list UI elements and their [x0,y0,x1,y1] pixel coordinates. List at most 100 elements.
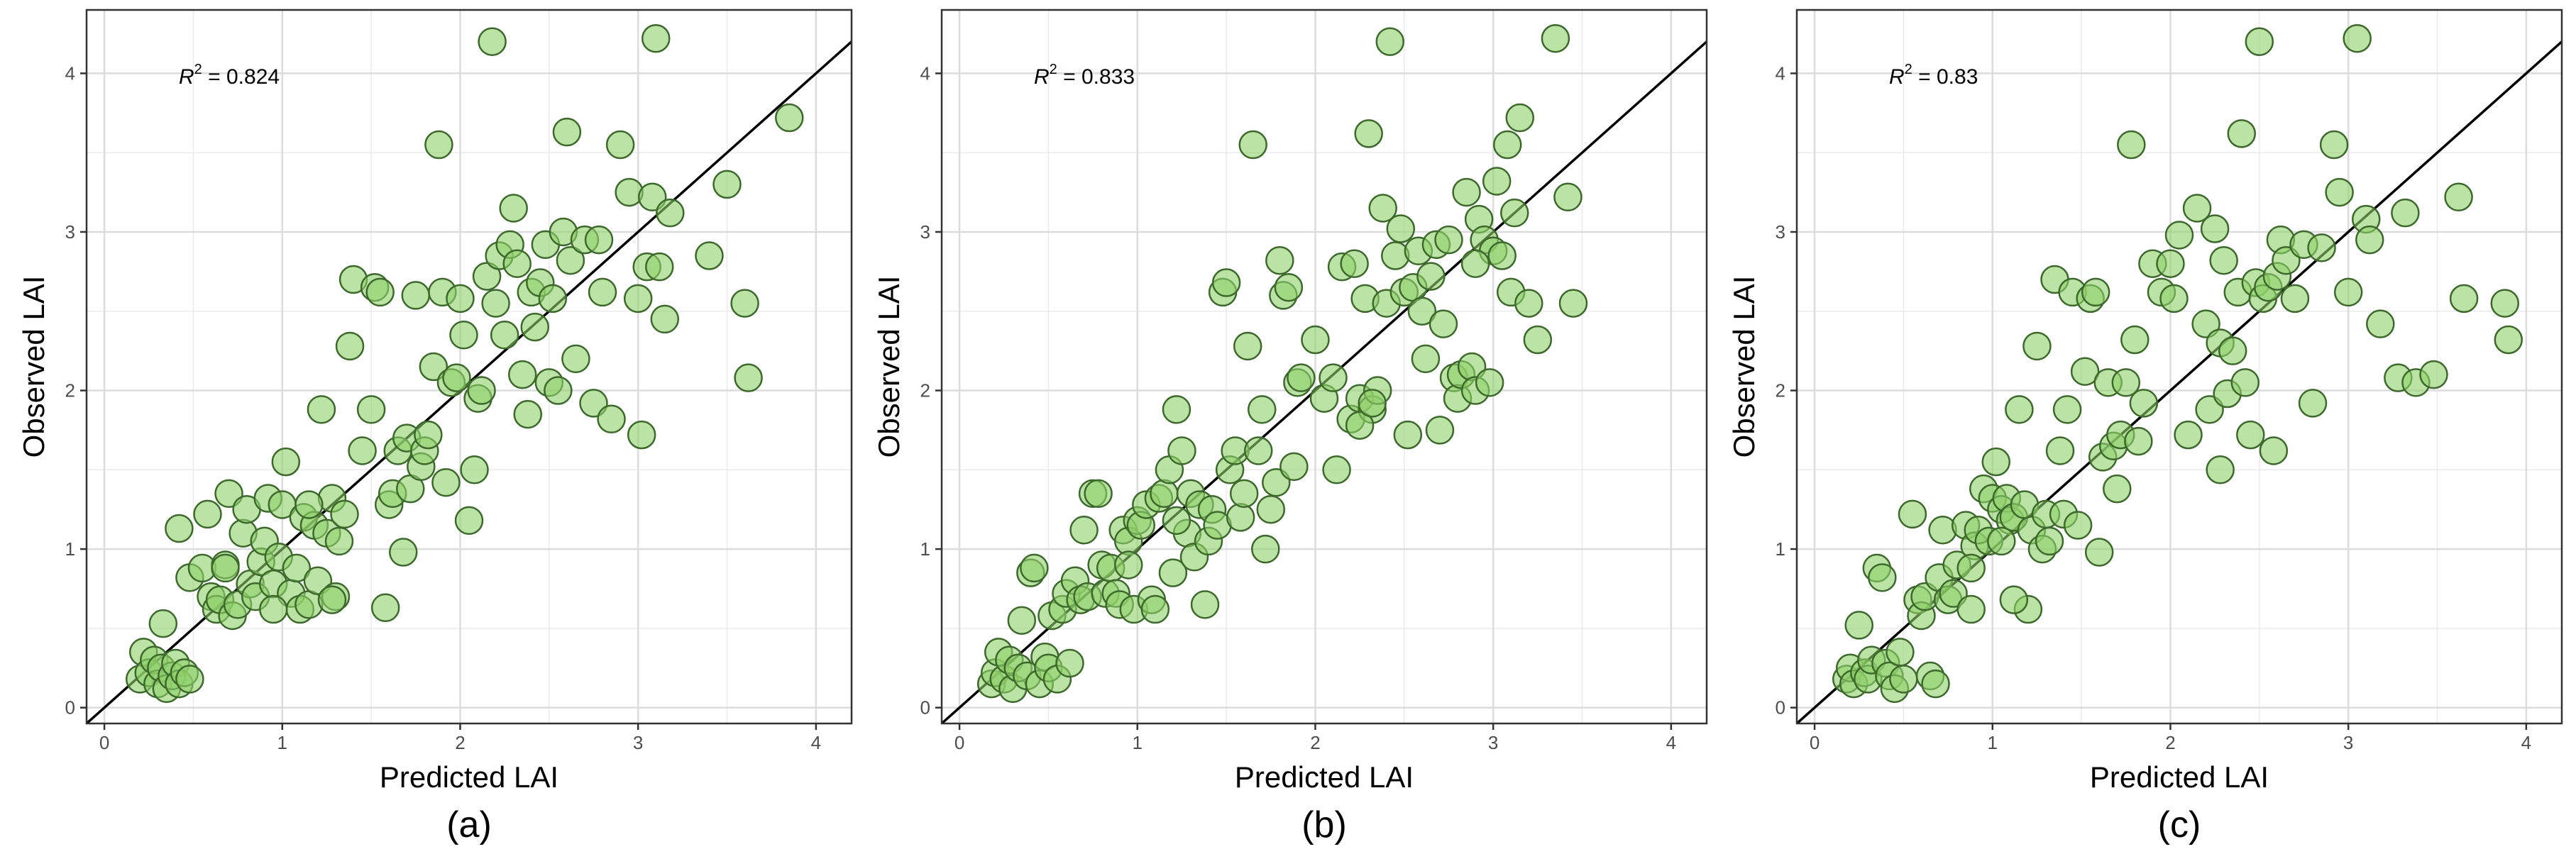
data-point [388,538,418,567]
data-point [1274,272,1304,302]
y-tick-label: 1 [65,538,75,560]
data-point [2045,436,2075,465]
data-point [2366,309,2395,338]
data-point [2120,325,2150,355]
data-point [1319,363,1348,392]
data-point [1381,241,1410,270]
data-point [1416,262,1446,291]
data-point [584,225,614,255]
minor-grid [87,10,852,723]
data-point [1226,503,1255,532]
x-axis-title: Predicted LAI [380,760,558,794]
x-tick-label: 4 [811,732,821,753]
r-squared-symbol: R [1889,65,1905,89]
data-point [1425,416,1455,445]
major-grid [87,10,852,723]
data-point [1889,665,1918,694]
y-tick-label: 3 [920,221,930,243]
data-point [499,194,528,223]
data-point [2081,277,2110,307]
data-point [775,103,804,133]
data-point [2206,455,2235,484]
x-tick-label: 3 [1488,732,1498,753]
data-point [1411,344,1441,374]
data-point [2052,395,2082,424]
x-tick-label: 4 [1666,732,1676,753]
data-point [712,170,742,199]
data-point [2111,368,2141,397]
scatter-points [1832,23,2523,704]
data-point [2444,182,2473,212]
data-point [1375,27,1405,56]
data-point [2333,277,2363,307]
data-point [1322,455,1351,484]
data-point [2209,245,2238,275]
y-tick-label: 0 [1776,697,1785,719]
data-point [1354,119,1383,148]
data-point [1492,130,1522,160]
data-point [1956,594,1986,624]
y-tick-label: 3 [65,221,75,243]
y-tick-label: 4 [1776,62,1785,84]
data-point [615,177,644,207]
y-tick-label: 2 [920,380,930,401]
data-point [442,363,471,392]
x-tick-label: 0 [99,732,109,753]
data-point [1487,241,1517,270]
x-tick-label: 1 [277,732,287,753]
data-point [1407,296,1437,326]
panel-border [1795,9,2563,725]
data-point [597,404,626,434]
data-point [1190,590,1220,619]
y-tick-label: 2 [65,380,75,401]
data-point [165,514,194,543]
data-point [148,609,178,638]
r-squared-value: = 0.83 [1912,65,1978,89]
data-point [1558,289,1588,318]
y-axis-title: Observed LAI [17,276,50,458]
x-tick-label: 1 [1133,732,1143,753]
data-point [1243,436,1273,465]
data-point [2391,198,2420,228]
data-point [552,117,582,147]
data-point [1386,214,1416,243]
data-point [2164,221,2194,250]
data-point [348,436,377,465]
x-tick-label: 2 [1310,732,1320,753]
data-point [1868,563,1897,592]
data-point [1886,638,1915,667]
x-tick-label: 2 [455,732,465,753]
data-point [1368,194,1397,223]
panel-label: (b) [1301,804,1347,845]
data-point [1279,452,1309,482]
data-point [370,593,400,623]
data-point [2280,284,2310,314]
y-tick-label: 4 [920,62,930,84]
data-point [507,360,537,389]
r-squared-symbol: R [1034,65,1050,89]
data-point [481,289,510,318]
r-squared-annotation: R2 = 0.83 [1889,62,1978,89]
data-point [1505,103,1535,133]
data-point [365,277,395,307]
y-tick-label: 4 [65,62,75,84]
data-point [2259,436,2289,465]
data-point [1211,268,1241,297]
data-point [2063,511,2093,540]
data-point [2005,395,2034,424]
r-squared-exponent: 2 [1050,62,1057,77]
panel-border [940,9,1708,725]
data-point [330,499,359,529]
data-point [2490,289,2520,318]
r-squared-annotation: R2 = 0.833 [1034,62,1135,89]
data-point [2307,233,2336,262]
data-point [324,526,354,556]
data-point [1251,534,1280,564]
data-point [1167,436,1196,465]
data-point [356,395,386,424]
data-point [695,241,724,270]
data-point [627,420,656,450]
r-squared-value: = 0.833 [1057,65,1135,89]
y-axis-title: Observed LAI [1727,276,1761,458]
